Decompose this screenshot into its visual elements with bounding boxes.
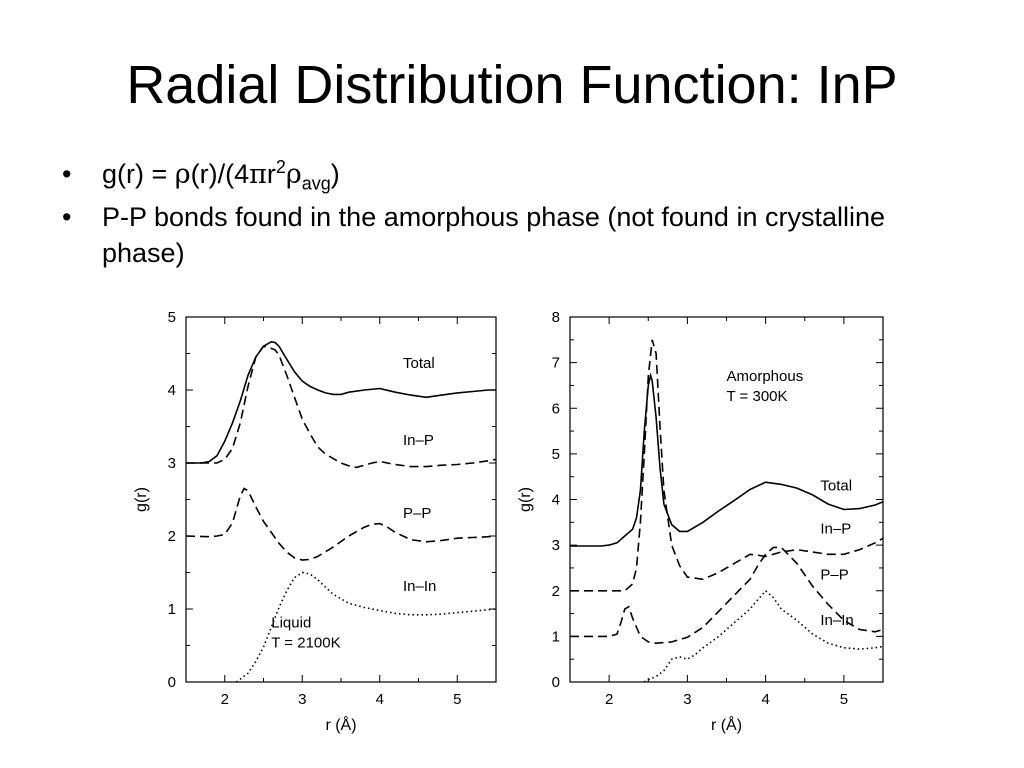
plot-frame <box>185 316 497 683</box>
y-tick-label: 5 <box>552 446 560 463</box>
series-line-total <box>570 372 883 547</box>
bullet-list: • g(r) = ρ(r)/(4πr2ρavg) • P-P bonds found… <box>62 156 962 277</box>
x-tick-label: 5 <box>840 691 848 708</box>
y-tick-label: 2 <box>552 583 560 600</box>
pi-symbol: π <box>249 159 267 190</box>
series-line-total <box>186 340 496 464</box>
x-tick-label: 3 <box>683 691 691 708</box>
formula-superscript: 2 <box>275 157 286 177</box>
slide-title: Radial Distribution Function: InP <box>126 55 898 115</box>
series-label: In–P <box>820 521 851 538</box>
series-line-inin <box>235 571 496 682</box>
series-label: P–P <box>820 566 848 583</box>
series-label: In–In <box>820 612 853 629</box>
rho-symbol: ρ <box>285 159 302 190</box>
y-tick-label: 4 <box>552 492 560 509</box>
formula-part: g(r) = <box>102 159 175 189</box>
chart-annotation: Amorphous <box>727 368 804 385</box>
chart-annotation: T = 2100K <box>271 634 340 651</box>
formula-part: ) <box>330 159 340 189</box>
bullet-item-formula: • g(r) = ρ(r)/(4πr2ρavg) <box>62 156 962 193</box>
y-tick-label: 1 <box>552 628 560 645</box>
rho-symbol: ρ <box>174 159 191 190</box>
formula-subscript: avg <box>301 173 331 194</box>
series-label: Total <box>820 477 852 494</box>
x-axis-label: r (Å) <box>711 715 742 734</box>
y-tick-label: 5 <box>168 309 176 326</box>
chart-annotation: T = 300K <box>727 388 788 405</box>
formula-part: r <box>266 159 276 189</box>
y-tick-label: 6 <box>552 400 560 417</box>
series-label: P–P <box>403 505 431 522</box>
y-tick-label: 0 <box>168 674 176 691</box>
series-line-inp <box>570 339 883 592</box>
x-tick-label: 2 <box>605 691 613 708</box>
bullet-marker: • <box>62 159 72 189</box>
y-axis-label: g(r) <box>517 487 534 512</box>
bullet-item-pp-bonds: • P-P bonds found in the amorphous phase … <box>62 199 962 271</box>
y-tick-label: 0 <box>552 674 560 691</box>
series-label: In–P <box>403 432 434 449</box>
x-tick-label: 3 <box>298 691 306 708</box>
chart-amorphous: 2 3 4 5 0 1 2 3 4 5 6 7 8 Total In–P P–P In–In Amorphous T… <box>517 309 884 734</box>
bullet-marker: • <box>62 202 72 232</box>
bullet-text: P-P bonds found in the amorphous phase (… <box>102 202 885 268</box>
series-line-inin <box>643 589 883 682</box>
plot-frame <box>569 316 884 683</box>
x-axis-label: r (Å) <box>325 715 356 734</box>
y-tick-label: 1 <box>168 601 176 618</box>
formula-part: (r)/(4 <box>190 159 250 189</box>
y-tick-label: 8 <box>552 309 560 326</box>
y-tick-label: 3 <box>168 455 176 472</box>
series-label: In–In <box>403 578 436 595</box>
y-tick-label: 7 <box>552 355 560 372</box>
y-tick-label: 4 <box>168 382 176 399</box>
series-line-pp <box>186 487 496 561</box>
series-label: Total <box>403 355 435 372</box>
y-tick-label: 2 <box>168 528 176 545</box>
x-tick-label: 4 <box>761 691 769 708</box>
x-tick-label: 5 <box>453 691 461 708</box>
chart-liquid: 2 3 4 5 0 1 2 3 4 5 Total In–P P–P In–In Liquid T = 210… <box>133 309 497 734</box>
series-line-inp <box>186 345 496 469</box>
y-tick-label: 3 <box>552 537 560 554</box>
chart-annotation: Liquid <box>271 614 311 631</box>
y-axis-label: g(r) <box>133 487 150 512</box>
x-tick-label: 4 <box>376 691 384 708</box>
x-tick-label: 2 <box>221 691 229 708</box>
series-line-pp <box>570 546 883 645</box>
